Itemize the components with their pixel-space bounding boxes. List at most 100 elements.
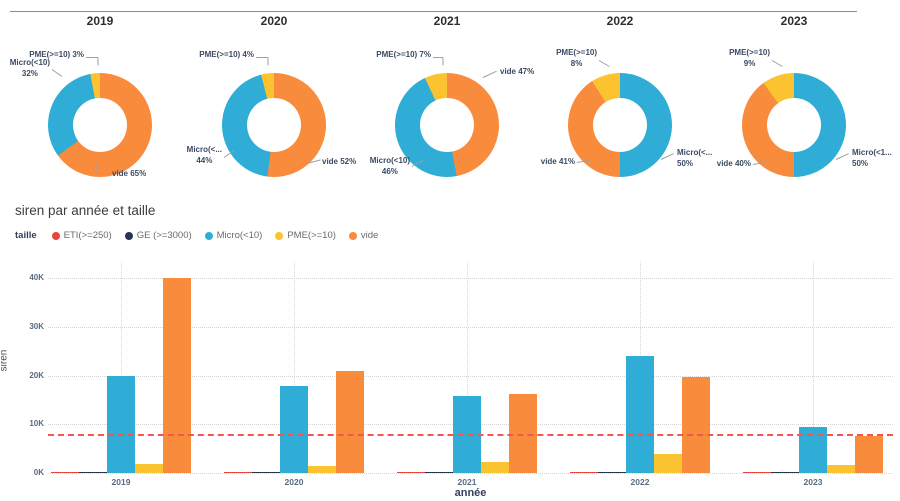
- bar-eti-250--2021[interactable]: [397, 471, 425, 473]
- label-connector-line: [256, 57, 268, 58]
- trellis-top-rule: [10, 11, 857, 12]
- bar-pme-10--2019[interactable]: [135, 463, 163, 473]
- x-axis-tick-label: 2020: [284, 477, 304, 487]
- gridline-vertical: [294, 262, 295, 473]
- gridline-horizontal: [48, 278, 893, 280]
- trellis-year-header-2022: 2022: [606, 14, 634, 28]
- donut-chart-2021[interactable]: [395, 73, 499, 177]
- bar-micro-10--2019[interactable]: [107, 375, 135, 473]
- legend-item-pme-10-[interactable]: PME(>=10): [275, 230, 336, 241]
- bar-ge-3000--2020[interactable]: [252, 471, 280, 473]
- donut-label-vide-2022: vide 41%: [540, 157, 575, 166]
- x-axis-tick-label: 2021: [457, 477, 477, 487]
- y-axis-tick-label: 10K: [29, 419, 44, 429]
- x-axis-tick-label: 2022: [630, 477, 650, 487]
- bar-ge-3000--2023[interactable]: [771, 471, 799, 473]
- y-axis-tick-label: 30K: [29, 321, 44, 331]
- bar-vide-2020[interactable]: [336, 370, 364, 473]
- legend-dot-icon: [348, 231, 357, 240]
- bar-eti-250--2022[interactable]: [570, 471, 598, 473]
- gridline-vertical: [121, 262, 122, 473]
- bar-pme-10--2023[interactable]: [827, 465, 855, 473]
- donut-chart-2023[interactable]: [742, 73, 846, 177]
- bar-eti-250--2023[interactable]: [743, 471, 771, 473]
- bar-eti-250--2019[interactable]: [51, 471, 79, 473]
- donut-label-vide-2020: vide 52%: [322, 157, 357, 166]
- legend: taille ETI(>=250) GE (>=3000) Micro(<10) PM…: [15, 230, 378, 241]
- label-connector-line: [267, 57, 269, 66]
- bar-eti-250--2020[interactable]: [224, 471, 252, 473]
- plot-area: [48, 262, 893, 474]
- legend-title: taille: [15, 230, 37, 241]
- bar-vide-2022[interactable]: [682, 377, 710, 473]
- donut-label-pme-2020: PME(>=10) 4%: [199, 50, 254, 59]
- y-axis-tick-label: 0K: [33, 468, 44, 477]
- bar-vide-2019[interactable]: [163, 278, 191, 473]
- x-axis-title: année: [454, 487, 487, 499]
- bar-micro-10--2022[interactable]: [626, 356, 654, 473]
- label-connector-line: [835, 153, 849, 160]
- bar-micro-10--2020[interactable]: [280, 385, 308, 473]
- label-connector-line: [771, 60, 783, 67]
- legend-item-label: PME(>=10): [287, 230, 336, 241]
- donut-hole: [767, 98, 821, 152]
- legend-dot-icon: [51, 231, 60, 240]
- label-connector-line: [442, 57, 444, 66]
- legend-dot-icon: [275, 231, 284, 240]
- y-axis-title: siren: [0, 349, 10, 372]
- bar-pme-10--2021[interactable]: [481, 461, 509, 473]
- donut-label-vide-2023: vide 40%: [716, 159, 751, 168]
- gridline-horizontal: [48, 473, 893, 474]
- legend-item-ge-3000-[interactable]: GE (>=3000): [124, 230, 192, 241]
- legend-item-micro-10-[interactable]: Micro(<10): [204, 230, 263, 241]
- y-axis-tick-label: 40K: [29, 273, 44, 283]
- donut-label-vide-2021: vide 47%: [500, 67, 535, 76]
- bar-chart-title: siren par année et taille: [15, 203, 156, 218]
- legend-item-label: vide: [360, 230, 379, 241]
- donut-chart-2020[interactable]: [222, 73, 326, 177]
- legend-dot-icon: [124, 231, 133, 240]
- gridline-horizontal: [48, 375, 893, 377]
- bar-ge-3000--2019[interactable]: [79, 471, 107, 473]
- donut-label-micro-2020: Micro(<... 44%: [186, 145, 222, 165]
- legend-item-eti-250-[interactable]: ETI(>=250): [51, 230, 112, 241]
- donut-chart-2019[interactable]: [48, 73, 152, 177]
- bar-vide-2023[interactable]: [855, 435, 883, 473]
- bar-vide-2021[interactable]: [509, 394, 537, 473]
- donut-label-pme-2019: PME(>=10) 3%: [29, 50, 84, 59]
- trellis-year-header-2023: 2023: [780, 14, 808, 28]
- reference-line[interactable]: [48, 434, 893, 437]
- bar-ge-3000--2021[interactable]: [425, 471, 453, 473]
- bar-ge-3000--2022[interactable]: [598, 471, 626, 473]
- trellis-year-header-2020: 2020: [260, 14, 288, 28]
- x-axis-tick-label: 2023: [803, 477, 823, 487]
- legend-item-label: Micro(<10): [216, 230, 263, 241]
- legend-item-vide[interactable]: vide: [348, 230, 379, 241]
- donut-label-pme-2023: PME(>=10) 9%: [729, 48, 770, 68]
- donut-chart-2022[interactable]: [568, 73, 672, 177]
- donut-label-pme-2022: PME(>=10) 8%: [556, 48, 597, 68]
- label-connector-line: [96, 163, 98, 174]
- donut-hole: [593, 98, 647, 152]
- label-connector-line: [598, 60, 610, 67]
- donut-label-vide-2019: vide 65%: [112, 169, 147, 178]
- bar-chart: siren 0K 10K 20K 30K 40K 2019 2020 2021 2022 2023…: [0, 255, 900, 501]
- donut-label-pme-2021: PME(>=10) 7%: [376, 50, 431, 59]
- donut-label-micro-2021: Micro(<10) 46%: [369, 156, 410, 176]
- donut-label-micro-2023: Micro(<1... 50%: [852, 148, 892, 168]
- label-connector-line: [51, 69, 63, 77]
- label-connector-line: [86, 57, 98, 58]
- donut-hole: [73, 98, 127, 152]
- trellis-year-header-2021: 2021: [433, 14, 461, 28]
- bar-pme-10--2020[interactable]: [308, 466, 336, 473]
- legend-item-label: ETI(>=250): [63, 230, 112, 241]
- trellis-year-header-2019: 2019: [86, 14, 114, 28]
- donut-hole: [420, 98, 474, 152]
- y-axis-tick-label: 20K: [29, 370, 44, 380]
- x-axis-tick-label: 2019: [111, 477, 131, 487]
- bar-pme-10--2022[interactable]: [654, 454, 682, 473]
- gridline-horizontal: [48, 326, 893, 328]
- label-connector-line: [433, 57, 443, 58]
- label-connector-line: [97, 173, 111, 174]
